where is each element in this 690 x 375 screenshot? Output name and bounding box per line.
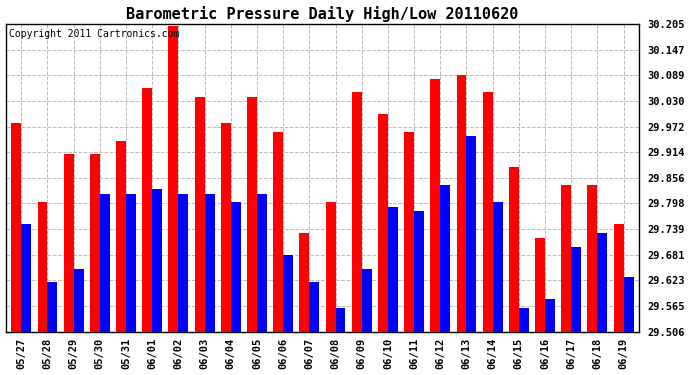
Bar (21, 225, 31, 332)
Bar (598, 233, 607, 332)
Bar (152, 189, 162, 332)
Bar (571, 246, 581, 332)
Bar (352, 92, 362, 332)
Bar (535, 238, 545, 332)
Bar (388, 207, 398, 332)
Bar (561, 185, 571, 332)
Text: Copyright 2011 Cartronics.com: Copyright 2011 Cartronics.com (9, 29, 179, 39)
Bar (299, 233, 309, 332)
Bar (257, 194, 267, 332)
Bar (466, 136, 476, 332)
Bar (179, 194, 188, 332)
Bar (519, 308, 529, 332)
Bar (11, 123, 21, 332)
Bar (431, 79, 440, 332)
Bar (230, 202, 241, 332)
Bar (90, 154, 100, 332)
Bar (142, 88, 152, 332)
Bar (440, 185, 451, 332)
Bar (126, 194, 136, 332)
Bar (168, 26, 179, 332)
Bar (613, 225, 624, 332)
Bar (100, 194, 110, 332)
Bar (247, 97, 257, 332)
Bar (457, 75, 466, 332)
Bar (309, 282, 319, 332)
Bar (362, 268, 372, 332)
Bar (335, 308, 346, 332)
Bar (63, 154, 74, 332)
Bar (37, 202, 48, 332)
Bar (326, 202, 335, 332)
Bar (116, 141, 126, 332)
Bar (493, 202, 502, 332)
Bar (404, 132, 414, 332)
Bar (509, 167, 519, 332)
Bar (195, 97, 204, 332)
Bar (283, 255, 293, 332)
Bar (74, 268, 83, 332)
Bar (545, 299, 555, 332)
Bar (48, 282, 57, 332)
Bar (624, 278, 633, 332)
Title: Barometric Pressure Daily High/Low 20110620: Barometric Pressure Daily High/Low 20110… (126, 6, 519, 21)
Bar (587, 185, 598, 332)
Bar (273, 132, 283, 332)
Bar (204, 194, 215, 332)
Bar (483, 92, 493, 332)
Bar (378, 114, 388, 332)
Bar (414, 211, 424, 332)
Bar (221, 123, 230, 332)
